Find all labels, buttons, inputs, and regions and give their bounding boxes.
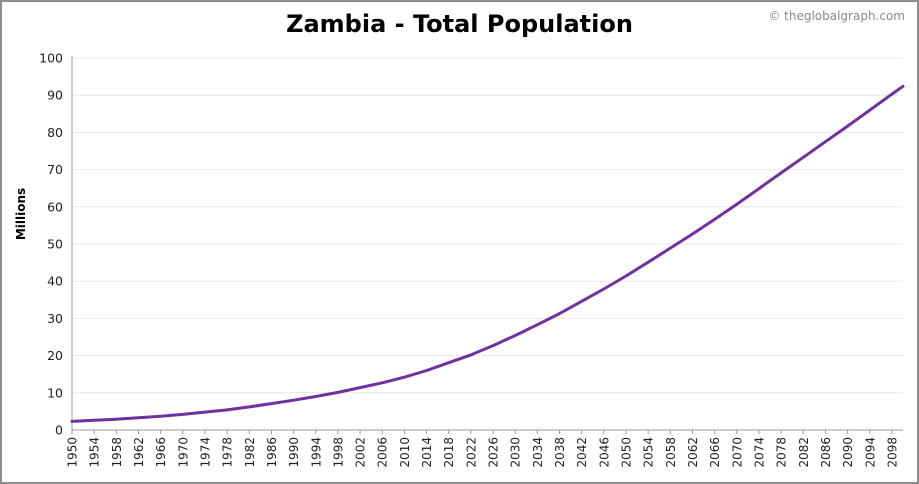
x-tick-label: 1962 [132,437,146,468]
y-tick-label: 80 [47,125,63,140]
x-tick-labels: 1950 1954 1958 1962 1966 1970 1974 1978 1982 1986… [66,437,900,468]
series-line-population [70,84,905,423]
x-tick-label: 2062 [686,437,700,468]
x-tick-label: 1950 [66,437,80,468]
x-tick-label: 1998 [331,437,345,468]
x-tick-label: 2006 [376,437,390,468]
x-tick-label: 1986 [265,437,279,468]
x-tick-label: 2058 [664,437,678,468]
x-tick-label: 2002 [354,437,368,468]
x-tick-label: 2026 [487,437,501,468]
y-tick-label: 60 [47,199,63,214]
y-tick-label: 0 [55,423,63,438]
chart-title: Zambia - Total Population [286,10,633,38]
x-tick-label: 2074 [752,437,766,468]
x-tick-label: 1966 [154,437,168,468]
x-tick-label: 1994 [309,437,323,468]
x-tick-label: 2018 [442,437,456,468]
x-tick-label: 2086 [819,437,833,468]
y-tick-label: 50 [47,237,63,252]
y-tick-label: 20 [47,348,63,363]
y-tick-label: 100 [39,51,63,66]
x-tick-label: 2054 [642,437,656,468]
x-tick-label: 1990 [287,437,301,468]
x-tick-label: 2094 [863,437,877,468]
x-tick-label: 2098 [885,437,899,468]
grid-lines [72,57,903,394]
y-tick-labels: 0 10 20 30 40 50 60 70 80 90 100 [39,51,63,438]
x-tick-label: 2030 [509,437,523,468]
x-tick-label: 1958 [110,437,124,468]
x-tick-label: 1982 [243,437,257,468]
y-tick-label: 30 [47,311,63,326]
x-tick-label: 2014 [420,437,434,468]
x-tick-label: 1970 [176,437,190,468]
x-tick-label: 2034 [531,437,545,468]
x-tick-label: 1978 [221,437,235,468]
x-tick-label: 1954 [88,437,102,468]
x-tick-label: 2078 [775,437,789,468]
x-tick-label: 2010 [398,437,412,468]
x-tick-label: 2082 [797,437,811,468]
x-tick-label: 2070 [730,437,744,468]
x-tick-label: 2090 [841,437,855,468]
site-credit: © theglobalgraph.com [768,9,905,23]
y-tick-label: 10 [47,385,63,400]
x-tick-label: 2046 [597,437,611,468]
y-tick-label: 70 [47,162,63,177]
y-tick-label: 90 [47,88,63,103]
x-tick-label: 1974 [198,437,212,468]
x-tick-label: 2066 [708,437,722,468]
x-tick-label: 2022 [464,437,478,468]
axes [71,56,903,434]
x-tick-label: 2038 [553,437,567,468]
series-layer [70,84,905,423]
y-tick-label: 40 [47,274,63,289]
x-tick-label: 2050 [620,437,634,468]
y-axis-label: Millions [14,188,28,240]
x-tick-label: 2042 [575,437,589,468]
